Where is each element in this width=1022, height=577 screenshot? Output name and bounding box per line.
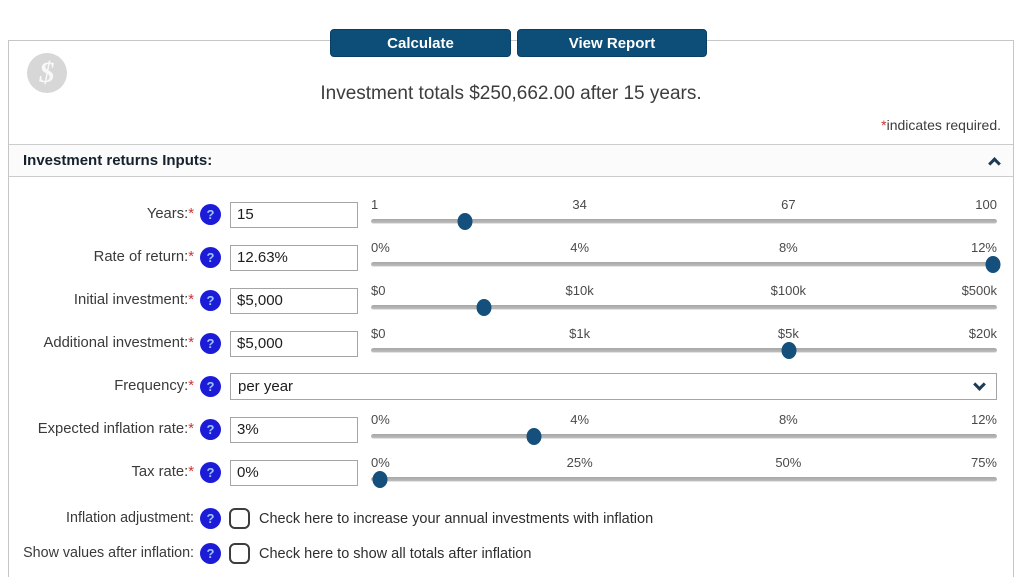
rate-of-return-slider-track[interactable] [371, 256, 1001, 273]
row-inflation-adjustment: Inflation adjustment: ? Check here to in… [9, 508, 1013, 529]
tax-rate-slider-track[interactable] [371, 471, 997, 488]
years-slider-thumb[interactable] [457, 213, 473, 230]
initial-investment-help-icon[interactable]: ? [200, 290, 221, 311]
section-title: Investment returns Inputs: [23, 152, 213, 169]
required-note: *indicates required. [881, 117, 1001, 133]
years-slider-track[interactable] [371, 213, 997, 230]
inflation-adjustment-checkbox[interactable] [229, 508, 250, 529]
panel-header: $ Investment totals $250,662.00 after 15… [9, 41, 1013, 144]
dollar-logo-icon: $ [27, 53, 67, 93]
show-values-after-inflation-label: Show values after inflation: [23, 545, 194, 562]
rate-of-return-label: Rate of return:* [93, 248, 194, 265]
additional-investment-slider: $0 $1k $5k $20k [371, 326, 997, 359]
expected-inflation-rate-help-icon[interactable]: ? [200, 419, 221, 440]
expected-inflation-rate-slider: 0% 4% 8% 12% [371, 412, 997, 445]
row-expected-inflation-rate: Expected inflation rate:* ? 0% 4% 8% 12% [9, 408, 1013, 451]
section-header-investment-returns-inputs[interactable]: Investment returns Inputs: [9, 144, 1013, 177]
result-summary: Investment totals $250,662.00 after 15 y… [320, 83, 702, 104]
calculator-panel: $ Investment totals $250,662.00 after 15… [8, 40, 1014, 577]
tax-rate-input[interactable] [230, 459, 358, 486]
row-frequency: Frequency:* ? per year [9, 365, 1013, 408]
years-slider: 1 34 67 100 [371, 197, 997, 230]
years-label: Years:* [146, 205, 194, 222]
toolbar: Calculate View Report [330, 29, 707, 57]
additional-investment-label: Additional investment:* [43, 334, 194, 351]
rate-of-return-input[interactable] [230, 244, 358, 271]
rate-of-return-slider-thumb[interactable] [985, 256, 1001, 273]
expected-inflation-rate-input[interactable] [230, 416, 358, 443]
row-additional-investment: Additional investment:* ? $0 $1k $5k $20… [9, 322, 1013, 365]
additional-investment-help-icon[interactable]: ? [200, 333, 221, 354]
initial-investment-input[interactable] [230, 287, 358, 314]
show-values-after-inflation-text: Check here to show all totals after infl… [259, 545, 532, 562]
expected-inflation-rate-label: Expected inflation rate:* [37, 420, 194, 437]
inflation-adjustment-help-icon[interactable]: ? [200, 508, 221, 529]
years-slider-ticks: 1 34 67 100 [371, 197, 997, 212]
calculate-button[interactable]: Calculate [330, 29, 511, 57]
tax-rate-slider-thumb[interactable] [372, 471, 388, 488]
row-initial-investment: Initial investment:* ? $0 $10k $100k $50… [9, 279, 1013, 322]
frequency-help-icon[interactable]: ? [200, 376, 221, 397]
years-help-icon[interactable]: ? [200, 204, 221, 225]
additional-investment-slider-track[interactable] [371, 342, 997, 359]
required-asterisk: * [881, 117, 887, 133]
years-input[interactable] [230, 201, 358, 228]
expected-inflation-rate-slider-track[interactable] [371, 428, 997, 445]
initial-investment-slider-thumb[interactable] [476, 299, 492, 316]
initial-investment-slider-track[interactable] [371, 299, 997, 316]
rate-of-return-help-icon[interactable]: ? [200, 247, 221, 268]
row-years: Years:* ? 1 34 67 100 [9, 193, 1013, 236]
show-values-after-inflation-checkbox[interactable] [229, 543, 250, 564]
initial-investment-slider: $0 $10k $100k $500k [371, 283, 997, 316]
frequency-select[interactable]: per year [230, 373, 997, 400]
row-rate-of-return: Rate of return:* ? 0% 4% 8% 12% [9, 236, 1013, 279]
row-show-values-after-inflation: Show values after inflation: ? Check her… [9, 543, 1013, 564]
row-tax-rate: Tax rate:* ? 0% 25% 50% 75% [9, 451, 1013, 494]
inflation-adjustment-label: Inflation adjustment: [66, 510, 194, 527]
view-report-button[interactable]: View Report [517, 29, 707, 57]
inputs-form: Years:* ? 1 34 67 100 [9, 177, 1013, 564]
initial-investment-label: Initial investment:* [73, 291, 194, 308]
expected-inflation-rate-slider-thumb[interactable] [526, 428, 542, 445]
additional-investment-slider-thumb[interactable] [781, 342, 797, 359]
additional-investment-input[interactable] [230, 330, 358, 357]
frequency-selected-value: per year [238, 378, 294, 395]
tax-rate-help-icon[interactable]: ? [200, 462, 221, 483]
inflation-adjustment-text: Check here to increase your annual inves… [259, 510, 654, 527]
tax-rate-label: Tax rate:* [131, 463, 194, 480]
chevron-down-icon [973, 378, 986, 391]
frequency-label: Frequency:* [114, 377, 194, 394]
tax-rate-slider: 0% 25% 50% 75% [371, 455, 997, 488]
collapse-chevron-up-icon[interactable] [988, 157, 1001, 170]
show-values-after-inflation-help-icon[interactable]: ? [200, 543, 221, 564]
rate-of-return-slider: 0% 4% 8% 12% [371, 240, 1001, 273]
